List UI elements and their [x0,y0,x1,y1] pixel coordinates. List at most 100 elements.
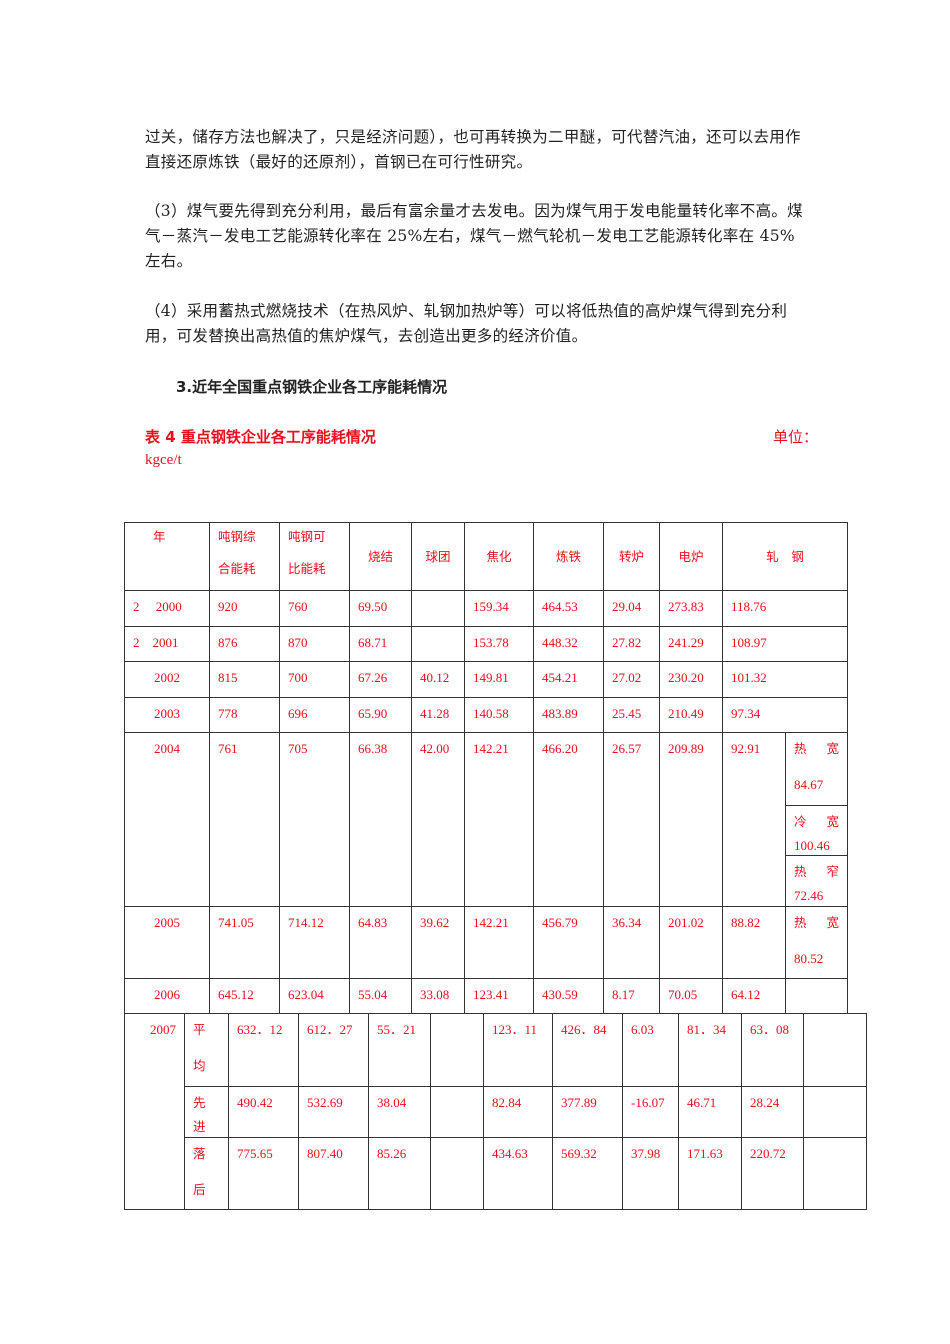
energy-table-2000-2006: 年 吨钢综 合能耗 吨钢可 比能耗 烧结 球团 焦化 炼铁 转炉 电炉 轧 钢 2 … [124,522,848,1014]
value-cell: 28.24 [741,1086,804,1138]
header-sintering: 烧结 [349,522,412,591]
value-cell: 761 [209,732,280,907]
value-cell: 490.42 [228,1086,299,1138]
paragraph-2: （3）煤气要先得到充分利用，最后有富余量才去发电。因为煤气用于发电能量转化率不高… [145,202,803,270]
value-cell: 38.04 [368,1086,431,1138]
value-cell: 171.63 [678,1137,742,1210]
value-cell: 68.71 [349,626,412,662]
year-cell: 2004 [124,732,210,907]
value-cell: 159.34 [464,590,534,627]
header-comprehensive: 吨钢综 合能耗 [209,522,280,591]
value-cell: 27.02 [603,661,660,698]
value-cell: 760 [279,590,350,627]
category-label-a: 落 [193,1146,206,1161]
year-cell: 2005 [124,906,210,979]
value-cell: 741.05 [209,906,280,979]
rolling-type: 热宽 [794,915,847,931]
year-cell: 2 2001 [124,626,210,662]
value-cell: 149.81 [464,661,534,698]
table-row: 2005 741.05 714.12 64.83 39.62 142.21 456.79 36… [124,906,848,979]
category-label: 先进 [184,1086,229,1138]
section-heading: 3.近年全国重点钢铁企业各工序能耗情况 [176,378,448,396]
header-year: 年 [124,522,210,591]
unit-label: 单位： [773,428,819,446]
value-cell: 632．12 [228,1013,299,1087]
year-cell: 2002 [124,661,210,698]
header-converter: 转炉 [603,522,660,591]
value-cell [430,1086,484,1138]
value-cell: 118.76 [722,590,848,627]
table-row-2007: 2007 平均 632．12 612．27 55．21 123．11 426．84 6.03 8… [124,1013,867,1210]
value-cell: 920 [209,590,280,627]
unit-value: kgce/t [145,452,182,468]
value-cell: 220.72 [741,1137,804,1210]
year-cell: 2 2000 [124,590,210,627]
value-cell [803,1013,867,1087]
category-label: 平均 [184,1013,229,1087]
table-row: 2 2000 920 760 69.50 159.34 464.53 29.04 273.83… [124,590,848,627]
value-cell [803,1137,867,1210]
value-cell: 40.12 [411,661,465,698]
value-cell: 97.34 [722,697,848,733]
value-cell: 46.71 [678,1086,742,1138]
value-cell: 612．27 [298,1013,369,1087]
value-cell: 807.40 [298,1137,369,1210]
value-cell: 153.78 [464,626,534,662]
value-cell: 377.89 [552,1086,623,1138]
value-cell: 434.63 [483,1137,553,1210]
value-cell: 456.79 [533,906,604,979]
category-label-b: 进 [193,1119,206,1134]
year-cell: 2006 [124,978,210,1014]
rolling-type-a: 热 [794,741,807,756]
value-cell: 201.02 [659,906,723,979]
value-cell: 230.20 [659,661,723,698]
year-cell: 2003 [124,697,210,733]
value-cell: 33.08 [411,978,465,1014]
value-cell: 700 [279,661,350,698]
value-cell: 25.45 [603,697,660,733]
rolling-type-b: 窄 [826,864,839,879]
table-row: 2002 815 700 67.26 40.12 149.81 454.21 27.02 230… [124,661,848,698]
value-cell: 70.05 [659,978,723,1014]
header-ironmaking: 炼铁 [533,522,604,591]
value-cell [803,1086,867,1138]
value-cell: 6.03 [622,1013,679,1087]
value-cell: -16.07 [622,1086,679,1138]
value-cell: 55．21 [368,1013,431,1087]
header-line: 吨钢综 [218,529,256,544]
rolling-subcell: 冷宽 100.46 [785,805,848,856]
value-cell: 430.59 [533,978,604,1014]
value-cell: 464.53 [533,590,604,627]
value-cell: 454.21 [533,661,604,698]
header-line: 吨钢可 [288,529,326,544]
value-cell: 426．84 [552,1013,623,1087]
value-cell: 37.98 [622,1137,679,1210]
value-cell: 645.12 [209,978,280,1014]
value-cell: 101.32 [722,661,848,698]
value-cell: 65.90 [349,697,412,733]
value-cell: 64.12 [722,978,786,1014]
category-label-a: 平 [193,1022,206,1037]
value-cell: 123．11 [483,1013,553,1087]
value-cell: 241.29 [659,626,723,662]
value-cell: 123.41 [464,978,534,1014]
header-coking: 焦化 [464,522,534,591]
value-cell: 483.89 [533,697,604,733]
value-cell: 623.04 [279,978,350,1014]
rolling-type-a: 热 [794,864,807,879]
category-label-a: 先 [193,1095,206,1110]
value-cell: 142.21 [464,906,534,979]
value-cell: 63．08 [741,1013,804,1087]
value-cell: 66.38 [349,732,412,907]
rolling-type-a: 热 [794,915,807,930]
header-comparable: 吨钢可 比能耗 [279,522,350,591]
category-label-b: 后 [193,1182,206,1197]
table-row: 2 2001 876 870 68.71 153.78 448.32 27.82 241.29… [124,626,848,662]
rolling-value: 100.46 [794,838,830,853]
category-label: 落后 [184,1137,229,1210]
table-row-2007: 先进 490.42 532.69 38.04 82.84 377.89 -16.07 46.7… [125,1086,867,1138]
value-cell: 64.83 [349,906,412,979]
header-row: 年 吨钢综 合能耗 吨钢可 比能耗 烧结 球团 焦化 炼铁 转炉 电炉 轧 钢 [124,522,848,591]
rolling-subcell: 热宽 80.52 [785,906,848,979]
value-cell: 210.49 [659,697,723,733]
